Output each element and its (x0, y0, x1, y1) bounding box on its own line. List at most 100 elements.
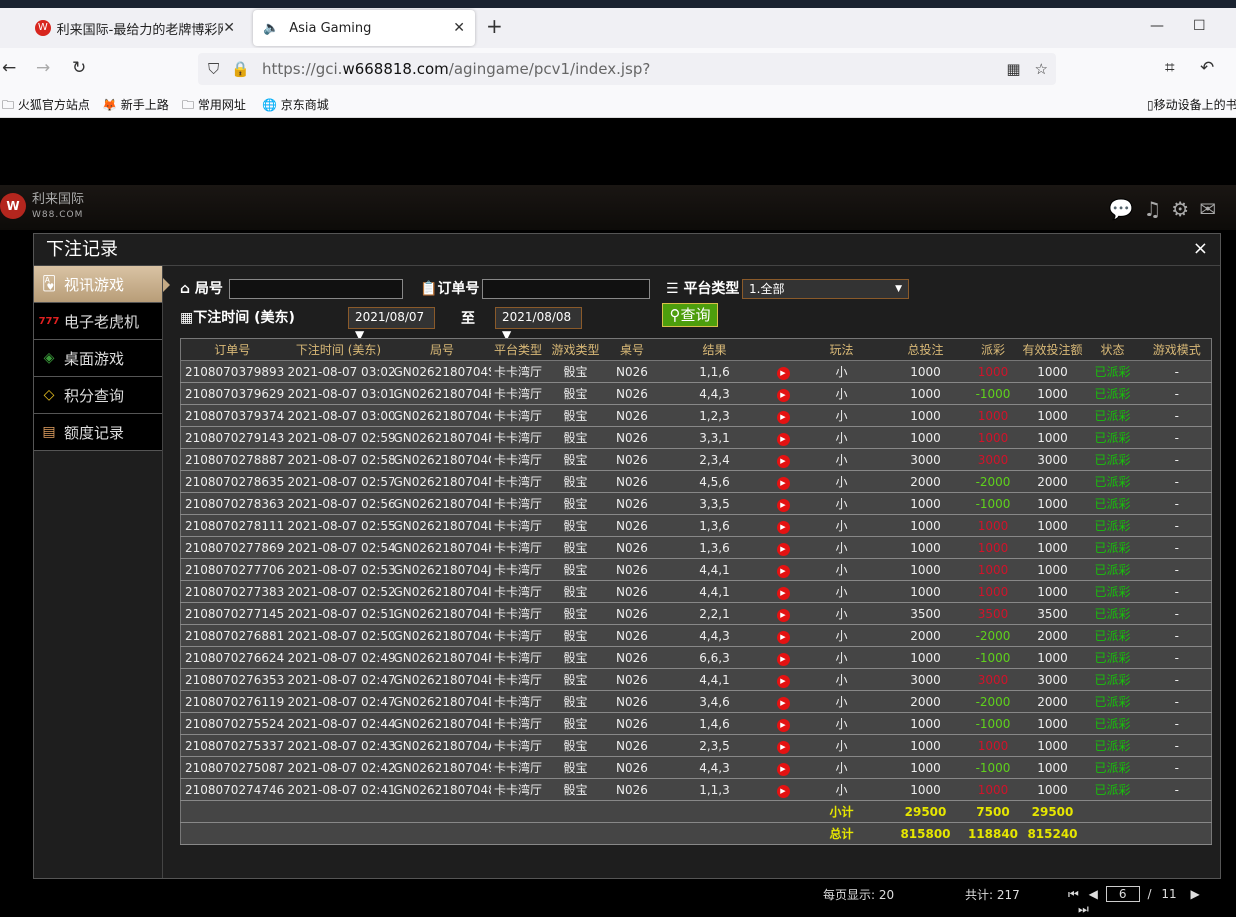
order-id-cell: 210807027474689 (180, 778, 284, 801)
replay-cell[interactable]: ▶ (770, 646, 796, 669)
page-input[interactable]: 6 (1105, 886, 1140, 902)
play-video-icon[interactable]: ▶ (776, 476, 790, 490)
last-page-icon[interactable]: ⏭ (1078, 902, 1089, 916)
valid-bet-cell: 1000 (1022, 492, 1083, 515)
lock-icon[interactable]: 🔒 (231, 60, 250, 78)
round-input[interactable] (229, 279, 403, 299)
music-icon[interactable]: ♫ (1143, 197, 1172, 221)
sidebar-item-table-games[interactable]: ◈ 桌面游戏 (34, 340, 162, 377)
replay-cell[interactable]: ▶ (770, 470, 796, 493)
close-tab-icon[interactable]: ✕ (223, 20, 235, 36)
replay-cell[interactable]: ▶ (770, 558, 796, 581)
replay-cell[interactable]: ▶ (770, 426, 796, 449)
replay-cell[interactable]: ▶ (770, 492, 796, 515)
first-page-icon[interactable]: ⏮ (1068, 887, 1079, 901)
play-video-icon[interactable]: ▶ (776, 718, 790, 732)
play-video-icon[interactable]: ▶ (776, 586, 790, 600)
bookmark-item[interactable]: 🗀 火狐官方站点 (2, 98, 90, 112)
game-type-cell: 骰宝 (545, 580, 606, 603)
replay-cell[interactable]: ▶ (770, 580, 796, 603)
sidebar-item-points[interactable]: ◇ 积分查询 (34, 377, 162, 414)
play-video-icon[interactable]: ▶ (776, 674, 790, 688)
sidebar-item-slots[interactable]: 777 电子老虎机 (34, 303, 162, 340)
play-video-icon[interactable]: ▶ (776, 454, 790, 468)
play-video-icon[interactable]: ▶ (776, 498, 790, 512)
game-mode-cell: - (1142, 712, 1212, 735)
tab-asia-gaming[interactable]: 🔈 Asia Gaming ✕ (253, 10, 475, 46)
play-video-icon[interactable]: ▶ (776, 630, 790, 644)
chat-icon[interactable]: 💬 (1108, 197, 1144, 221)
play-video-icon[interactable]: ▶ (776, 740, 790, 754)
bookmark-star-icon[interactable]: ☆ (1034, 60, 1048, 78)
message-icon[interactable]: ✉ (1199, 197, 1226, 221)
replay-cell[interactable]: ▶ (770, 382, 796, 405)
shield-icon[interactable]: ⛉ (208, 60, 220, 78)
play-video-icon[interactable]: ▶ (776, 366, 790, 380)
replay-cell[interactable]: ▶ (770, 734, 796, 757)
replay-cell[interactable]: ▶ (770, 602, 796, 625)
back-icon[interactable]: ← (2, 58, 17, 78)
status-cell: 已派彩 (1082, 624, 1143, 647)
replay-cell[interactable]: ▶ (770, 712, 796, 735)
date-from-select[interactable]: 2021/08/07 ▼ (348, 307, 435, 342)
date-to-select[interactable]: 2021/08/08 ▼ (495, 307, 582, 342)
speaker-icon[interactable]: 🔈 (263, 20, 280, 36)
bookmark-item[interactable]: 🌐 京东商城 (262, 98, 329, 112)
mobile-bookmarks[interactable]: ▯移动设备上的书签 (1147, 96, 1236, 113)
play-video-icon[interactable]: ▶ (776, 762, 790, 776)
play-video-icon[interactable]: ▶ (776, 696, 790, 710)
play-video-icon[interactable]: ▶ (776, 388, 790, 402)
play-video-icon[interactable]: ▶ (776, 784, 790, 798)
order-id-cell: 210807027914381 (180, 426, 284, 449)
undo-icon[interactable]: ↶ (1200, 58, 1215, 78)
bookmark-item[interactable]: 🗀 常用网址 (182, 98, 246, 112)
tab-lilai[interactable]: W 利来国际-最给力的老牌博彩网站✕ (25, 10, 245, 46)
platform-select[interactable]: 1.全部 ▼ (742, 279, 909, 299)
pagination: ⏮ ◀ 6 / 11 ▶ ⏭ (1068, 886, 1220, 917)
play-video-icon[interactable]: ▶ (776, 608, 790, 622)
replay-cell[interactable]: ▶ (770, 624, 796, 647)
result-cell: 4,4,3 (658, 382, 771, 405)
prev-page-icon[interactable]: ◀ (1088, 887, 1098, 901)
gear-icon[interactable]: ⚙ (1171, 197, 1200, 221)
replay-cell[interactable]: ▶ (770, 360, 796, 383)
replay-cell[interactable]: ▶ (770, 778, 796, 801)
game-type-cell: 骰宝 (545, 492, 606, 515)
order-input[interactable] (482, 279, 650, 299)
minimize-button[interactable]: — (1150, 18, 1164, 34)
next-page-icon[interactable]: ▶ (1190, 887, 1200, 901)
bet-time-cell: 2021-08-07 02:47:58 (283, 668, 394, 691)
round-id-cell: GN0262180704K (393, 536, 491, 559)
replay-cell[interactable]: ▶ (770, 404, 796, 427)
replay-cell[interactable]: ▶ (770, 514, 796, 537)
sidebar-item-live-games[interactable]: 🂱 视讯游戏 (34, 266, 170, 303)
play-video-icon[interactable]: ▶ (776, 432, 790, 446)
game-mode-cell: - (1142, 404, 1212, 427)
bookmark-item[interactable]: 🦊 新手上路 (102, 98, 169, 112)
close-icon[interactable]: × (1192, 238, 1208, 259)
crop-icon[interactable]: ⌗ (1165, 58, 1175, 78)
play-video-icon[interactable]: ▶ (776, 542, 790, 556)
play-video-icon[interactable]: ▶ (776, 410, 790, 424)
replay-cell[interactable]: ▶ (770, 756, 796, 779)
platform-cell: 卡卡湾厅 (490, 712, 546, 735)
query-button[interactable]: ⚲查询 (662, 303, 718, 327)
platform-cell: 卡卡湾厅 (490, 448, 546, 471)
forward-icon[interactable]: → (36, 58, 51, 78)
replay-cell[interactable]: ▶ (770, 536, 796, 559)
replay-cell[interactable]: ▶ (770, 668, 796, 691)
play-video-icon[interactable]: ▶ (776, 520, 790, 534)
replay-cell[interactable]: ▶ (770, 690, 796, 713)
close-tab-icon[interactable]: ✕ (453, 20, 465, 36)
url-bar[interactable]: ⛉ 🔒 https://gci. w668818.com/agingame/pcv1… (198, 53, 1056, 85)
sidebar-item-credit-record[interactable]: ▤ 额度记录 (34, 414, 162, 451)
play-video-icon[interactable]: ▶ (776, 564, 790, 578)
reload-icon[interactable]: ↻ (72, 58, 87, 78)
qr-code-icon[interactable]: ▦ (1006, 60, 1021, 78)
new-tab-button[interactable]: + (486, 14, 503, 38)
replay-cell[interactable]: ▶ (770, 448, 796, 471)
play-video-icon[interactable]: ▶ (776, 652, 790, 666)
valid-bet-cell: 2000 (1022, 690, 1083, 713)
maximize-button[interactable]: ☐ (1193, 18, 1206, 34)
bookmark-label: 常用网址 (197, 98, 246, 112)
